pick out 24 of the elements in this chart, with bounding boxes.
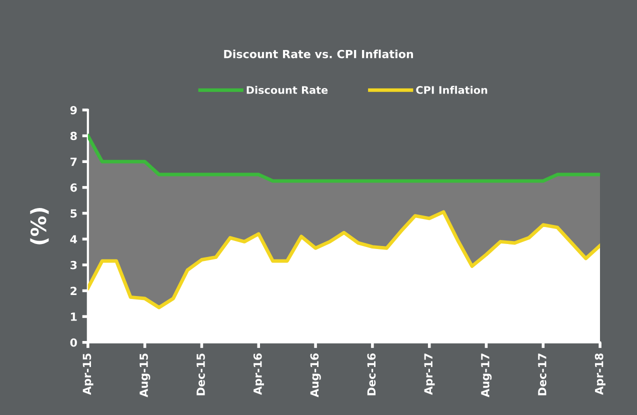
x-tick-label: Dec-15 xyxy=(196,354,205,396)
legend-label: CPI Inflation xyxy=(416,86,488,94)
x-tick-label: Dec-16 xyxy=(367,353,376,396)
y-tick-label: 7 xyxy=(70,158,77,166)
chart-title: Discount Rate vs. CPI Inflation xyxy=(224,50,413,58)
y-tick-label: 6 xyxy=(70,183,77,192)
x-tick-label: Apr-17 xyxy=(424,354,435,395)
x-tick-label: Aug-17 xyxy=(481,354,492,398)
y-tick-label: 9 xyxy=(70,106,77,114)
y-tick-label: 2 xyxy=(70,286,77,295)
y-tick-label: 4 xyxy=(70,235,77,244)
y-tick-label: 0 xyxy=(70,338,77,347)
y-tick-label: 8 xyxy=(70,132,77,140)
x-tick-label: Aug-15 xyxy=(140,354,150,398)
legend-label: Discount Rate xyxy=(246,86,328,94)
y-tick-label: 5 xyxy=(70,209,77,218)
y-axis-title: (%) xyxy=(30,208,49,244)
y-tick-label: 1 xyxy=(71,312,77,321)
x-tick-label: Aug-16 xyxy=(310,353,321,398)
y-tick-label: 3 xyxy=(70,260,77,270)
x-tick-label: Apr-16 xyxy=(253,353,264,395)
x-tick-label: Apr-15 xyxy=(82,354,94,395)
x-tick-label: Dec-17 xyxy=(538,354,546,396)
x-tick-label: Apr-18 xyxy=(594,353,606,395)
